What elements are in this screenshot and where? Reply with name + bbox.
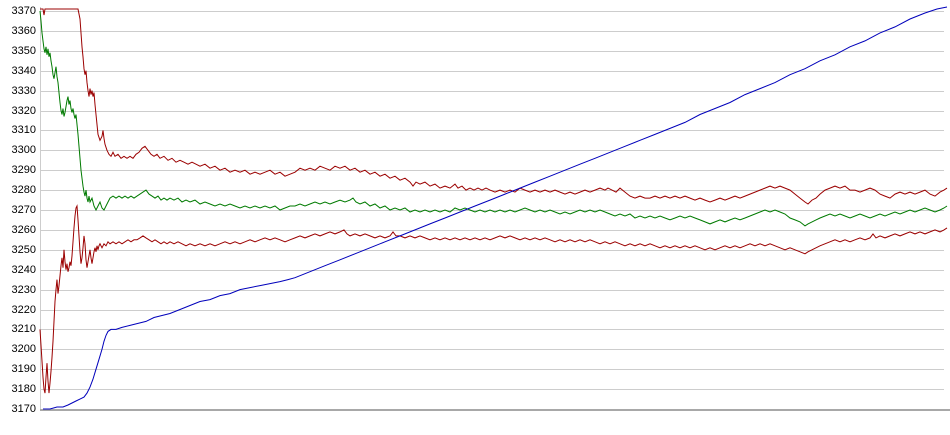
y-axis-tick-label: 3290: [11, 164, 36, 176]
y-axis-tick-label: 3250: [11, 244, 36, 256]
y-axis-tick-label: 3230: [11, 284, 36, 296]
y-axis-tick-label: 3310: [11, 124, 36, 136]
series-lower-red-line: [39, 204, 948, 394]
y-axis-tick-label: 3170: [11, 403, 36, 415]
y-axis-tick-label: 3210: [11, 323, 36, 335]
y-axis-tick-label: 3200: [11, 343, 36, 355]
series-group: [39, 6, 948, 410]
y-axis-tick-label: 3180: [11, 383, 36, 395]
gridlines-group: [40, 11, 944, 410]
series-upper-red-line: [40, 8, 948, 205]
y-axis-tick-label: 3330: [11, 85, 36, 97]
y-axis-tick-label: 3190: [11, 363, 36, 375]
y-axis-tick-label: 3300: [11, 144, 36, 156]
series-green-line: [39, 10, 948, 227]
y-axis-tick-label: 3350: [11, 45, 36, 57]
y-axis-tick-label: 3260: [11, 224, 36, 236]
y-axis-tick-label: 3240: [11, 264, 36, 276]
y-axis-tick-label: 3280: [11, 184, 36, 196]
y-axis-tick-label: 3220: [11, 304, 36, 316]
y-axis-tick-label: 3340: [11, 65, 36, 77]
y-axis-tick-label: 3320: [11, 105, 36, 117]
y-axis-tick-label: 3270: [11, 204, 36, 216]
y-axis-tick-label: 3370: [11, 5, 36, 17]
y-axis-tick-label: 3360: [11, 25, 36, 37]
series-blue-rising-line: [43, 6, 948, 410]
